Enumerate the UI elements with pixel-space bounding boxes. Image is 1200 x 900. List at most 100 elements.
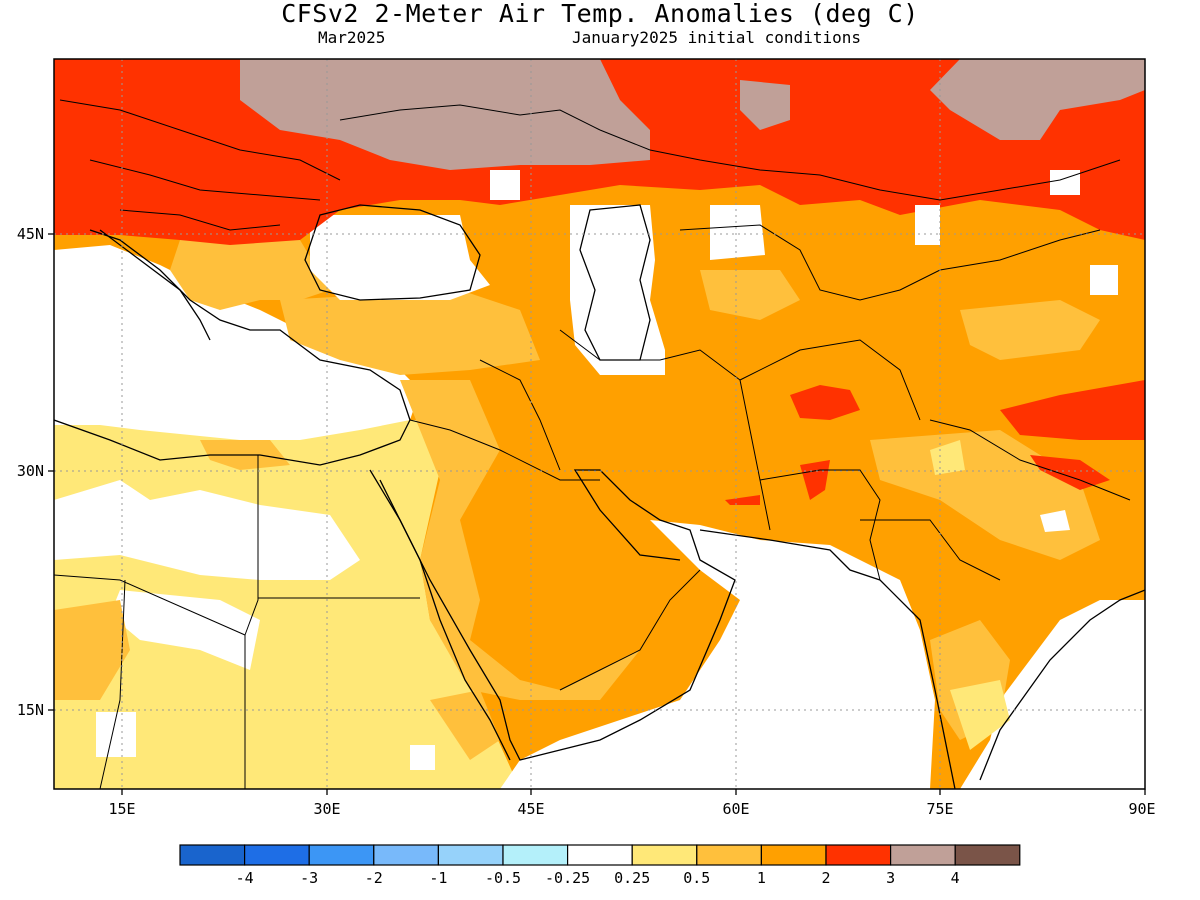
border-africa-4 [99, 579, 126, 789]
region-tibet-white [1040, 510, 1070, 532]
colorbar-swatch-9 [760, 844, 827, 866]
region-africa-white-2 [110, 590, 260, 670]
y-tick-label-30n: 30N [17, 462, 44, 480]
y-ticks [48, 233, 54, 711]
region-india-pale [950, 680, 1010, 750]
initial-conditions-label: January2025 initial conditions [572, 28, 861, 47]
region-mediterranean-white [54, 245, 420, 440]
region-nepal-red [1030, 455, 1110, 490]
border-middle-east-1 [409, 419, 600, 481]
colorbar-label-8: 1 [757, 869, 766, 887]
map-title: CFSv2 2-Meter Air Temp. Anomalies (deg C… [281, 0, 919, 28]
colorbar-swatch-8 [696, 844, 762, 866]
region-arabian-sea-white [500, 520, 935, 789]
coastlines [54, 204, 1145, 789]
region-himalaya-red [1000, 380, 1145, 440]
region-lake-hole-1 [490, 170, 520, 200]
coast-red-sea-west [379, 479, 511, 761]
x-tick-label-15e: 15E [108, 800, 135, 818]
colorbar-swatch-5 [502, 844, 569, 866]
colorbar-label-2: -2 [365, 869, 383, 887]
border-europe-2 [89, 159, 321, 201]
region-tibet-pale [930, 440, 965, 475]
colorbar-label-6: 0.25 [614, 869, 650, 887]
border-middle-east-3 [559, 329, 771, 531]
region-turkey-light [280, 290, 540, 375]
country-borders [54, 99, 1131, 789]
coast-mediterranean [54, 229, 411, 466]
border-asia-2 [929, 419, 1131, 501]
coast-india [879, 579, 956, 789]
colorbar-swatch-0 [179, 844, 246, 866]
border-middle-east-2 [479, 359, 561, 471]
x-tick-label-60e: 60E [722, 800, 749, 818]
border-russia-2 [599, 129, 1121, 201]
region-lake-hole-3 [1090, 265, 1118, 295]
y-tick-label-15n: 15N [17, 701, 44, 719]
coast-red-sea [369, 469, 736, 761]
colorbar: -4 -3 -2 -1 -0.5 -0.25 0.25 0.5 1 2 3 4 [179, 844, 1021, 887]
region-africa-white-1 [54, 480, 360, 580]
colorbar-label-7: 0.5 [683, 869, 710, 887]
region-lake-hole-6 [410, 745, 435, 770]
region-eastern-europe-brown [240, 59, 650, 170]
coast-black-sea [304, 204, 481, 301]
y-tick-label-45n: 45N [17, 225, 44, 243]
colorbar-swatch-11 [889, 844, 956, 866]
region-aral-white [710, 205, 765, 260]
coast-adriatic [99, 229, 211, 341]
colorbar-swatch-10 [825, 844, 892, 866]
region-afghanistan-red [790, 385, 860, 420]
colorbar-swatch-3 [373, 844, 439, 866]
colorbar-label-0: -4 [236, 869, 254, 887]
border-africa-1 [244, 455, 259, 636]
x-tick-label-45e: 45E [517, 800, 544, 818]
border-europe-1 [59, 99, 341, 181]
colorbar-label-11: 4 [951, 869, 960, 887]
border-middle-east-4 [739, 339, 921, 421]
anomaly-field [54, 59, 1145, 789]
border-russia-1 [339, 104, 601, 131]
colorbar-swatch-12 [954, 844, 1021, 866]
colorbar-label-3: -1 [429, 869, 447, 887]
region-lake-hole-4 [915, 205, 940, 245]
x-ticks [121, 789, 1146, 795]
border-asia-4 [860, 519, 1001, 581]
region-siberia-brown [930, 59, 1145, 140]
border-asia-3 [759, 469, 881, 581]
colorbar-swatch-4 [437, 844, 504, 866]
colorbar-swatch-2 [308, 844, 375, 866]
x-tick-label-90e: 90E [1128, 800, 1155, 818]
region-africa-light-1 [54, 600, 130, 700]
region-black-sea-white [310, 215, 490, 300]
coast-arabian-sea [699, 529, 881, 581]
region-balkans-light [170, 240, 330, 310]
colorbar-label-4: -0.5 [485, 869, 521, 887]
region-western-china-light [960, 300, 1100, 360]
region-arabia-light [400, 380, 640, 700]
colorbar-label-9: 2 [821, 869, 830, 887]
border-africa-2 [54, 574, 246, 636]
colorbar-swatch-1 [244, 844, 310, 866]
border-asia-1 [679, 224, 1101, 301]
region-caspian-white [570, 205, 665, 375]
region-bay-of-bengal-white [960, 600, 1145, 789]
region-central-asia-light [700, 270, 800, 320]
region-iran-red [725, 495, 760, 505]
x-tick-label-30e: 30E [313, 800, 340, 818]
colorbar-label-1: -3 [300, 869, 318, 887]
colorbar-swatch-7 [631, 844, 698, 866]
colorbar-swatch-6 [566, 844, 633, 866]
valid-month-label: Mar2025 [318, 28, 386, 47]
colorbar-label-10: 3 [886, 869, 895, 887]
coast-bay-of-bengal [979, 589, 1145, 781]
region-lake-hole-2 [1050, 170, 1080, 195]
colorbar-label-5: -0.25 [545, 869, 590, 887]
map-frame [53, 58, 1146, 790]
border-arabia [559, 569, 701, 691]
x-tick-label-75e: 75E [926, 800, 953, 818]
border-europe-3 [119, 209, 281, 231]
region-kazakh-brown-1 [740, 80, 790, 130]
graticule [54, 59, 1145, 789]
